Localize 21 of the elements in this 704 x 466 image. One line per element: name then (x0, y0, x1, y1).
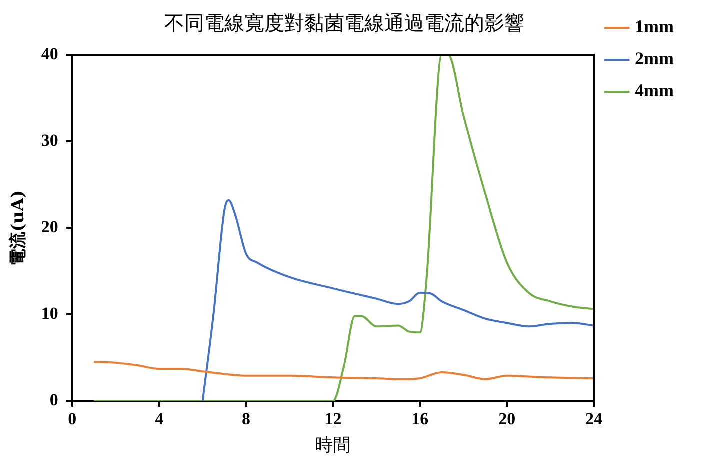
y-tick-label: 0 (50, 390, 58, 410)
chart-title: 不同電線寬度對黏菌電線通過電流的影響 (164, 11, 524, 36)
x-tick-label: 4 (155, 410, 164, 429)
y-tick-label: 20 (41, 217, 58, 236)
legend-label: 1mm (635, 16, 674, 37)
y-tick-label: 10 (41, 304, 58, 323)
y-axis-title: 電流(uA) (8, 190, 29, 266)
line-series (202, 199, 594, 401)
x-axis-title: 時間 (315, 434, 352, 456)
line-series (93, 361, 594, 380)
line-series (93, 55, 594, 401)
y-tick-label: 30 (41, 130, 58, 150)
x-tick-label: 0 (68, 410, 77, 429)
x-tick-label: 16 (412, 410, 429, 429)
legend-label: 4mm (635, 80, 674, 101)
legend-label: 2mm (635, 48, 674, 69)
x-tick-label: 8 (242, 410, 251, 429)
y-tick-label: 40 (41, 44, 58, 64)
x-tick-label: 24 (586, 410, 604, 429)
x-tick-label: 12 (324, 410, 342, 429)
x-tick-label: 20 (498, 410, 516, 429)
